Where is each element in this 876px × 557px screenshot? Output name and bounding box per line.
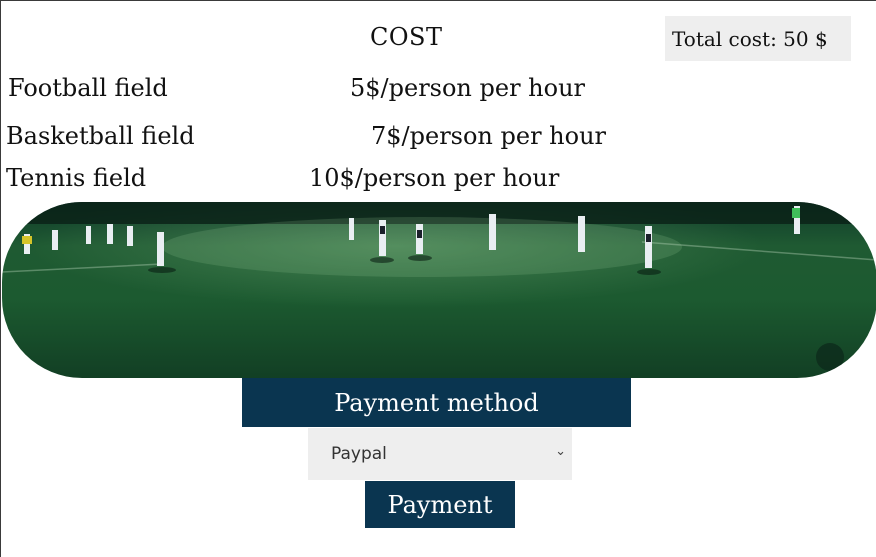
field-name: Football field (8, 74, 168, 102)
football-field-photo (2, 202, 876, 378)
total-cost-label: Total cost: 50 $ (672, 26, 828, 51)
payment-method-value: Paypal (331, 444, 387, 464)
payment-button-label: Payment (387, 490, 493, 519)
payment-method-label: Payment method (334, 388, 539, 417)
field-price: 7$/person per hour (371, 122, 607, 150)
payment-method-header: Payment method (242, 378, 631, 427)
chevron-down-icon: ⌄ (555, 444, 566, 459)
field-name: Basketball field (6, 122, 195, 150)
banner-illustration (2, 202, 876, 371)
field-price: 5$/person per hour (350, 74, 586, 102)
cost-heading: COST (370, 23, 443, 51)
field-name: Tennis field (6, 164, 147, 192)
field-price: 10$/person per hour (309, 164, 560, 192)
total-cost-box: Total cost: 50 $ (665, 16, 851, 61)
payment-method-select[interactable]: Paypal ⌄ (308, 428, 572, 480)
payment-button[interactable]: Payment (365, 481, 515, 528)
